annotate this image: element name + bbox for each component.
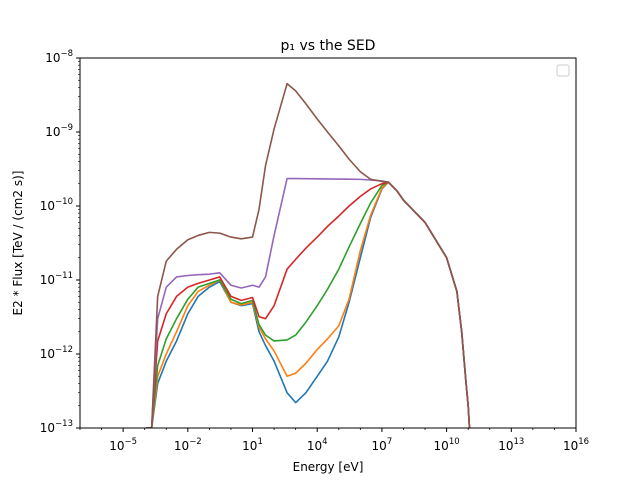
chart-title: p₁ vs the SED xyxy=(281,38,376,54)
legend-box xyxy=(556,64,570,77)
y-tick-label: 10−8 xyxy=(45,49,73,65)
series-line-6 xyxy=(146,82,471,428)
plot-frame xyxy=(79,57,577,429)
y-tick-label: 10−10 xyxy=(40,197,73,213)
y-axis-label: E2 * Flux [TeV / (cm2 s)] xyxy=(11,171,25,316)
x-tick-label: 1010 xyxy=(434,437,460,453)
y-tick-label: 10−13 xyxy=(40,419,73,435)
x-axis-label: Energy [eV] xyxy=(293,460,364,474)
x-tick-label: 1013 xyxy=(498,437,524,453)
x-tick-label: 104 xyxy=(307,437,328,453)
x-tick-label: 10−2 xyxy=(174,437,202,453)
y-tick-label: 10−11 xyxy=(40,271,73,287)
x-tick-label: 10−5 xyxy=(109,437,137,453)
x-tick-label: 101 xyxy=(242,437,263,453)
series-layer xyxy=(146,82,471,428)
x-tick-label: 1016 xyxy=(563,437,589,453)
y-axis-ticks: 10−13 10−12 10−11 10−10 10−9 10−8 xyxy=(40,49,80,435)
x-tick-label: 107 xyxy=(372,437,393,453)
y-tick-label: 10−12 xyxy=(40,345,73,361)
y-tick-label: 10−9 xyxy=(45,123,73,139)
x-axis-ticks: 10−5 10−2 101 104 107 1010 1013 1016 xyxy=(79,428,589,453)
